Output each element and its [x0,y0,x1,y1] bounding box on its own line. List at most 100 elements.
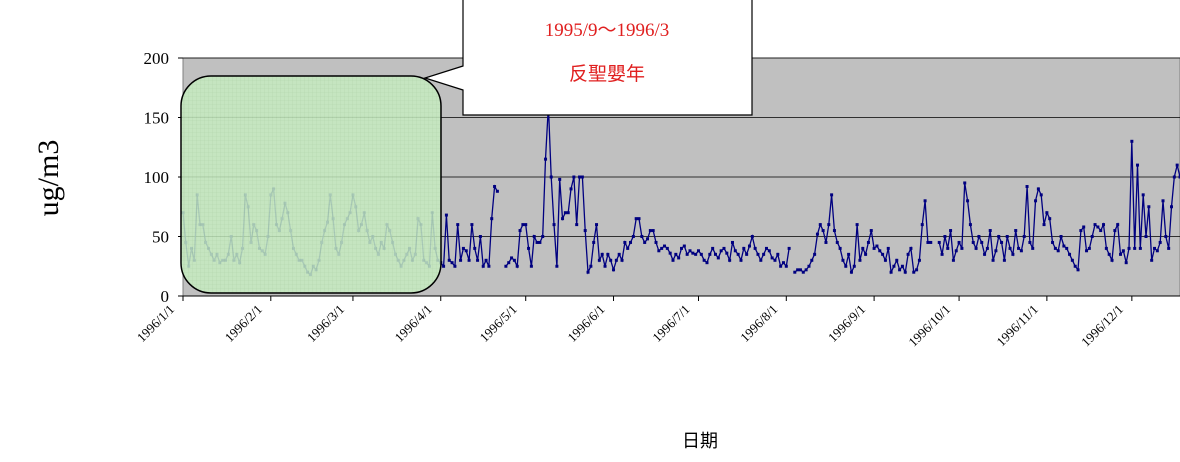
data-point [875,245,878,248]
data-point [1167,247,1170,250]
y-axis-label: ug/m3 [32,140,65,217]
data-point [496,190,499,193]
data-point [867,241,870,244]
data-point [1116,223,1119,226]
callout [425,0,752,115]
data-point [638,217,641,220]
data-point [485,259,488,262]
data-point [768,249,771,252]
data-point [779,265,782,268]
data-point [734,249,737,252]
data-point [584,229,587,232]
data-point [975,247,978,250]
data-point [844,265,847,268]
data-point [533,235,536,238]
data-point [598,259,601,262]
data-point [966,199,969,202]
data-point [612,268,615,271]
data-point [652,229,655,232]
data-point [519,229,522,232]
data-point [878,249,881,252]
data-point [473,247,476,250]
data-point [1023,235,1026,238]
data-point [1085,249,1088,252]
data-point [1108,253,1111,256]
data-point [1088,247,1091,250]
data-point [1122,249,1125,252]
y-tick-label: 200 [144,49,170,68]
data-point [892,265,895,268]
data-point [722,247,725,250]
data-point [578,176,581,179]
data-point [924,199,927,202]
data-point [912,271,915,274]
data-point [604,265,607,268]
data-point [521,223,524,226]
data-point [1170,205,1173,208]
x-tick-label: 1996/6/1 [564,302,607,345]
y-tick-label: 150 [144,109,170,128]
data-point [1102,223,1105,226]
data-point [1145,235,1148,238]
data-point [841,259,844,262]
data-point [776,253,779,256]
data-point [708,253,711,256]
data-point [595,223,598,226]
data-point [1136,164,1139,167]
data-point [1119,253,1122,256]
data-point [1176,164,1179,167]
data-point [640,235,643,238]
data-point [742,247,745,250]
data-point [836,241,839,244]
data-point [1003,259,1006,262]
data-point [592,241,595,244]
data-point [1111,259,1114,262]
data-point [536,241,539,244]
data-point [989,229,992,232]
data-point [938,241,941,244]
data-point [1065,247,1068,250]
data-point [516,265,519,268]
data-point [632,235,635,238]
data-point [1130,140,1133,143]
data-point [895,259,898,262]
data-point [898,268,901,271]
data-point [739,259,742,262]
data-point [1014,229,1017,232]
data-point [737,253,740,256]
data-point [451,261,454,264]
data-point [728,259,731,262]
data-point [799,268,802,271]
data-point [553,223,556,226]
data-point [870,229,873,232]
data-point [445,214,448,217]
data-point [725,252,728,255]
data-point [754,247,757,250]
x-tick-label: 1996/4/1 [392,302,435,345]
data-point [694,253,697,256]
data-point [1099,229,1102,232]
data-point [561,217,564,220]
data-point [751,235,754,238]
data-point [1094,223,1097,226]
data-point [983,253,986,256]
data-point [601,253,604,256]
data-point [1147,205,1150,208]
data-point [465,249,468,252]
data-point [513,259,516,262]
data-point [623,241,626,244]
data-point [657,249,660,252]
data-point [572,176,575,179]
data-point [649,229,652,232]
data-point [643,241,646,244]
data-point [756,253,759,256]
data-point [946,247,949,250]
data-point [1150,259,1153,262]
x-tick-label: 1996/7/1 [649,302,692,345]
data-point [853,265,856,268]
data-point [748,245,751,248]
data-point [629,241,632,244]
x-axis-label: 日期 [682,431,718,451]
data-point [711,247,714,250]
